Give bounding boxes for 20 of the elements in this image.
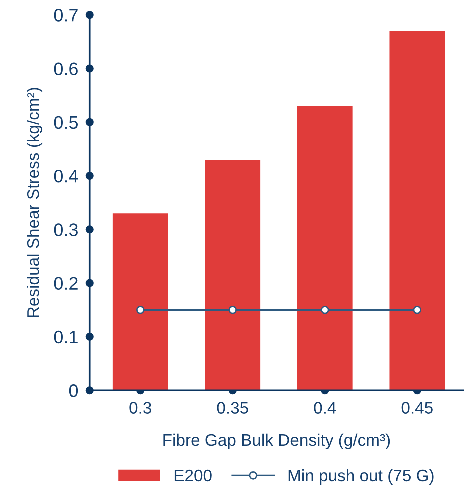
y-tick-label: 0.4 xyxy=(54,170,78,183)
x-tick-label: 0.35 xyxy=(217,402,248,414)
x-axis-title: Fibre Gap Bulk Density (g/cm³) xyxy=(164,434,390,450)
legend-label: E200 xyxy=(174,470,212,482)
y-tick-label: 0.2 xyxy=(54,277,78,290)
y-tick-label: 0.7 xyxy=(54,9,78,22)
bar xyxy=(112,214,168,391)
y-tick-label: 0.3 xyxy=(54,224,78,236)
y-tick-label: 0 xyxy=(69,384,78,398)
y-tick-label: 0.5 xyxy=(54,116,78,130)
legend-label: Min push out (75 G) xyxy=(288,469,434,485)
y-axis-title: Residual Shear Stress (kg/cm²) xyxy=(27,88,43,318)
x-tick-label: 0.4 xyxy=(314,402,336,414)
bar xyxy=(205,160,261,391)
x-tick-label: 0.3 xyxy=(130,402,152,414)
bar xyxy=(297,106,353,391)
y-tick-label: 0.1 xyxy=(54,330,78,344)
x-tick-label: 0.45 xyxy=(402,402,433,414)
y-tick-label: 0.6 xyxy=(54,62,78,76)
bar xyxy=(390,31,446,391)
